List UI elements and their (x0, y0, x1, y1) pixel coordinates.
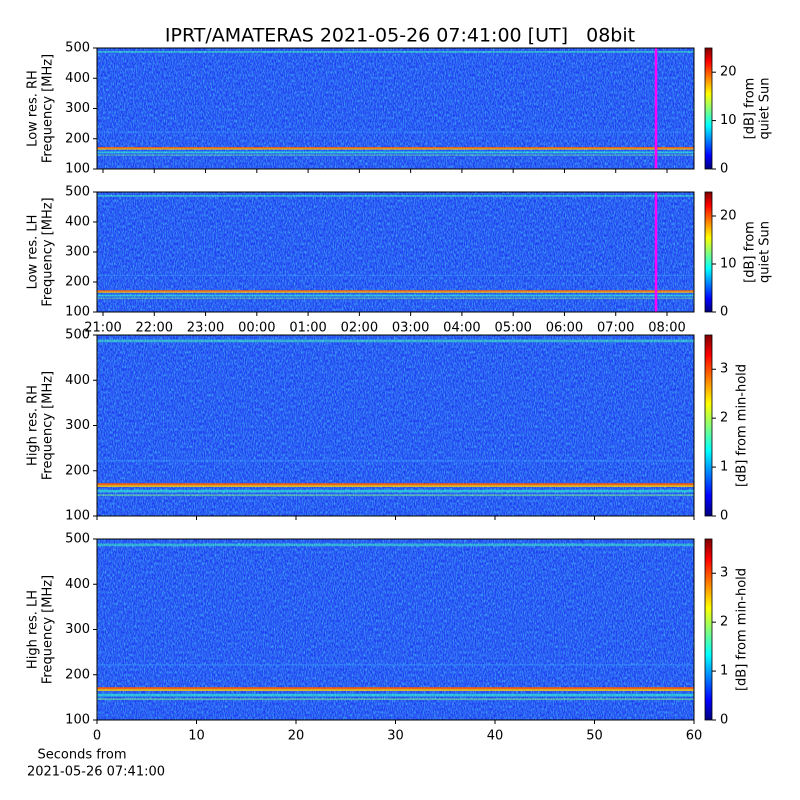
y-axis-label: High res. RH (26, 385, 41, 466)
x-tick-label: 10 (188, 729, 205, 744)
y-tick-label: 400 (65, 577, 90, 592)
colorbar (704, 334, 713, 517)
y-tick-label: 400 (65, 215, 90, 230)
y-axis-label: Low res. LH (26, 215, 41, 290)
colorbar-label: [dB] from (743, 221, 758, 283)
y-tick-label: 200 (65, 131, 90, 146)
spectrogram-band (97, 459, 694, 462)
x-tick-label: 08:00 (648, 321, 685, 336)
colorbar-tick-label: 20 (720, 65, 737, 80)
y-axis-label: Frequency [MHz] (41, 575, 56, 684)
x-tick-label: 03:00 (392, 321, 429, 336)
colorbar-tick-label: 3 (720, 362, 728, 377)
x-tick-label: 60 (686, 729, 703, 744)
x-tick-label: 07:00 (597, 321, 634, 336)
spectrogram-band (97, 693, 694, 697)
x-tick-label: 02:00 (341, 321, 378, 336)
colorbar (704, 538, 713, 721)
x-tick-label: 50 (586, 729, 603, 744)
colorbar-tick-label: 10 (720, 113, 737, 128)
x-tick-label: 05:00 (494, 321, 531, 336)
colorbar-tick-label: 20 (720, 209, 737, 224)
spectrogram-band (97, 195, 694, 197)
x-tick-label: 01:00 (289, 321, 326, 336)
spectrogram-band (97, 151, 694, 154)
spectrogram-band (97, 51, 694, 53)
colorbar-tick-label: 10 (720, 257, 737, 272)
colorbar-label: quiet Sun (758, 221, 773, 283)
y-tick-label: 100 (65, 509, 90, 524)
colorbar (704, 47, 713, 170)
y-axis-label: Frequency [MHz] (41, 371, 56, 480)
x-tick-label: 30 (387, 729, 404, 744)
colorbar-label: [dB] from (743, 78, 758, 140)
colorbar-tick-label: 0 (720, 713, 728, 728)
spectrogram-band (97, 131, 694, 133)
spectrogram-noise (97, 335, 694, 516)
colorbar-tick-label: 0 (720, 162, 728, 177)
x-axis-label: Seconds from (37, 748, 126, 763)
x-tick-label: 40 (487, 729, 504, 744)
colorbar-tick-label: 2 (720, 615, 728, 630)
spectrogram-band (97, 483, 694, 486)
y-tick-label: 100 (65, 162, 90, 177)
x-tick-label: 20 (288, 729, 305, 744)
colorbar (704, 191, 713, 313)
colorbar-tick-label: 3 (720, 566, 728, 581)
spectrogram-band (97, 543, 694, 547)
y-tick-label: 300 (65, 101, 90, 116)
y-tick-label: 400 (65, 373, 90, 388)
spectrogram-noise (97, 192, 694, 312)
spectrogram-band (97, 489, 694, 493)
spectrogram-band (97, 663, 694, 666)
colorbar-label: [dB] from min-hold (735, 364, 750, 487)
y-tick-label: 100 (65, 713, 90, 728)
y-tick-label: 200 (65, 667, 90, 682)
y-tick-label: 100 (65, 305, 90, 320)
spectrogram-band (97, 687, 694, 690)
y-axis-label: Low res. RH (26, 70, 41, 147)
y-tick-label: 500 (65, 185, 90, 200)
spectrogram-band (97, 290, 694, 292)
y-tick-label: 500 (65, 532, 90, 547)
y-tick-label: 200 (65, 463, 90, 478)
colorbar-tick-label: 0 (720, 509, 728, 524)
y-axis-label: Frequency [MHz] (41, 54, 56, 163)
colorbar-tick-label: 2 (720, 411, 728, 426)
x-tick-label: 00:00 (238, 321, 275, 336)
spectrogram-band (97, 146, 694, 149)
y-tick-label: 500 (65, 328, 90, 343)
colorbar-tick-label: 1 (720, 664, 728, 679)
spectrogram-band (97, 297, 694, 299)
x-tick-label: 04:00 (443, 321, 480, 336)
colorbar-label: quiet Sun (758, 77, 773, 139)
y-tick-label: 300 (65, 418, 90, 433)
y-tick-label: 200 (65, 275, 90, 290)
x-tick-label: 23:00 (187, 321, 224, 336)
spectrogram-band (97, 698, 694, 701)
x-tick-label: 0 (93, 729, 101, 744)
y-axis-label: High res. LH (26, 590, 41, 669)
x-axis-label: 2021-05-26 07:41:00 (27, 765, 165, 780)
y-tick-label: 300 (65, 622, 90, 637)
spectrogram-band (97, 494, 694, 497)
figure-title: IPRT/AMATERAS 2021-05-26 07:41:00 [UT] 0… (165, 25, 635, 47)
spectrogram-noise (97, 539, 694, 720)
y-tick-label: 400 (65, 71, 90, 86)
y-tick-label: 300 (65, 245, 90, 260)
colorbar-tick-label: 0 (720, 305, 728, 320)
x-tick-label: 22:00 (136, 321, 173, 336)
colorbar-tick-label: 1 (720, 460, 728, 475)
spectrogram-noise (97, 48, 694, 169)
spectrogram-band (97, 294, 694, 297)
y-axis-label: Frequency [MHz] (41, 197, 56, 306)
spectrogram-band (97, 274, 694, 276)
spectrogram-band (97, 154, 694, 156)
spectrogram-band (97, 339, 694, 343)
x-tick-label: 21:00 (84, 321, 121, 336)
y-tick-label: 500 (65, 41, 90, 56)
colorbar-label: [dB] from min-hold (735, 568, 750, 691)
x-tick-label: 06:00 (546, 321, 583, 336)
